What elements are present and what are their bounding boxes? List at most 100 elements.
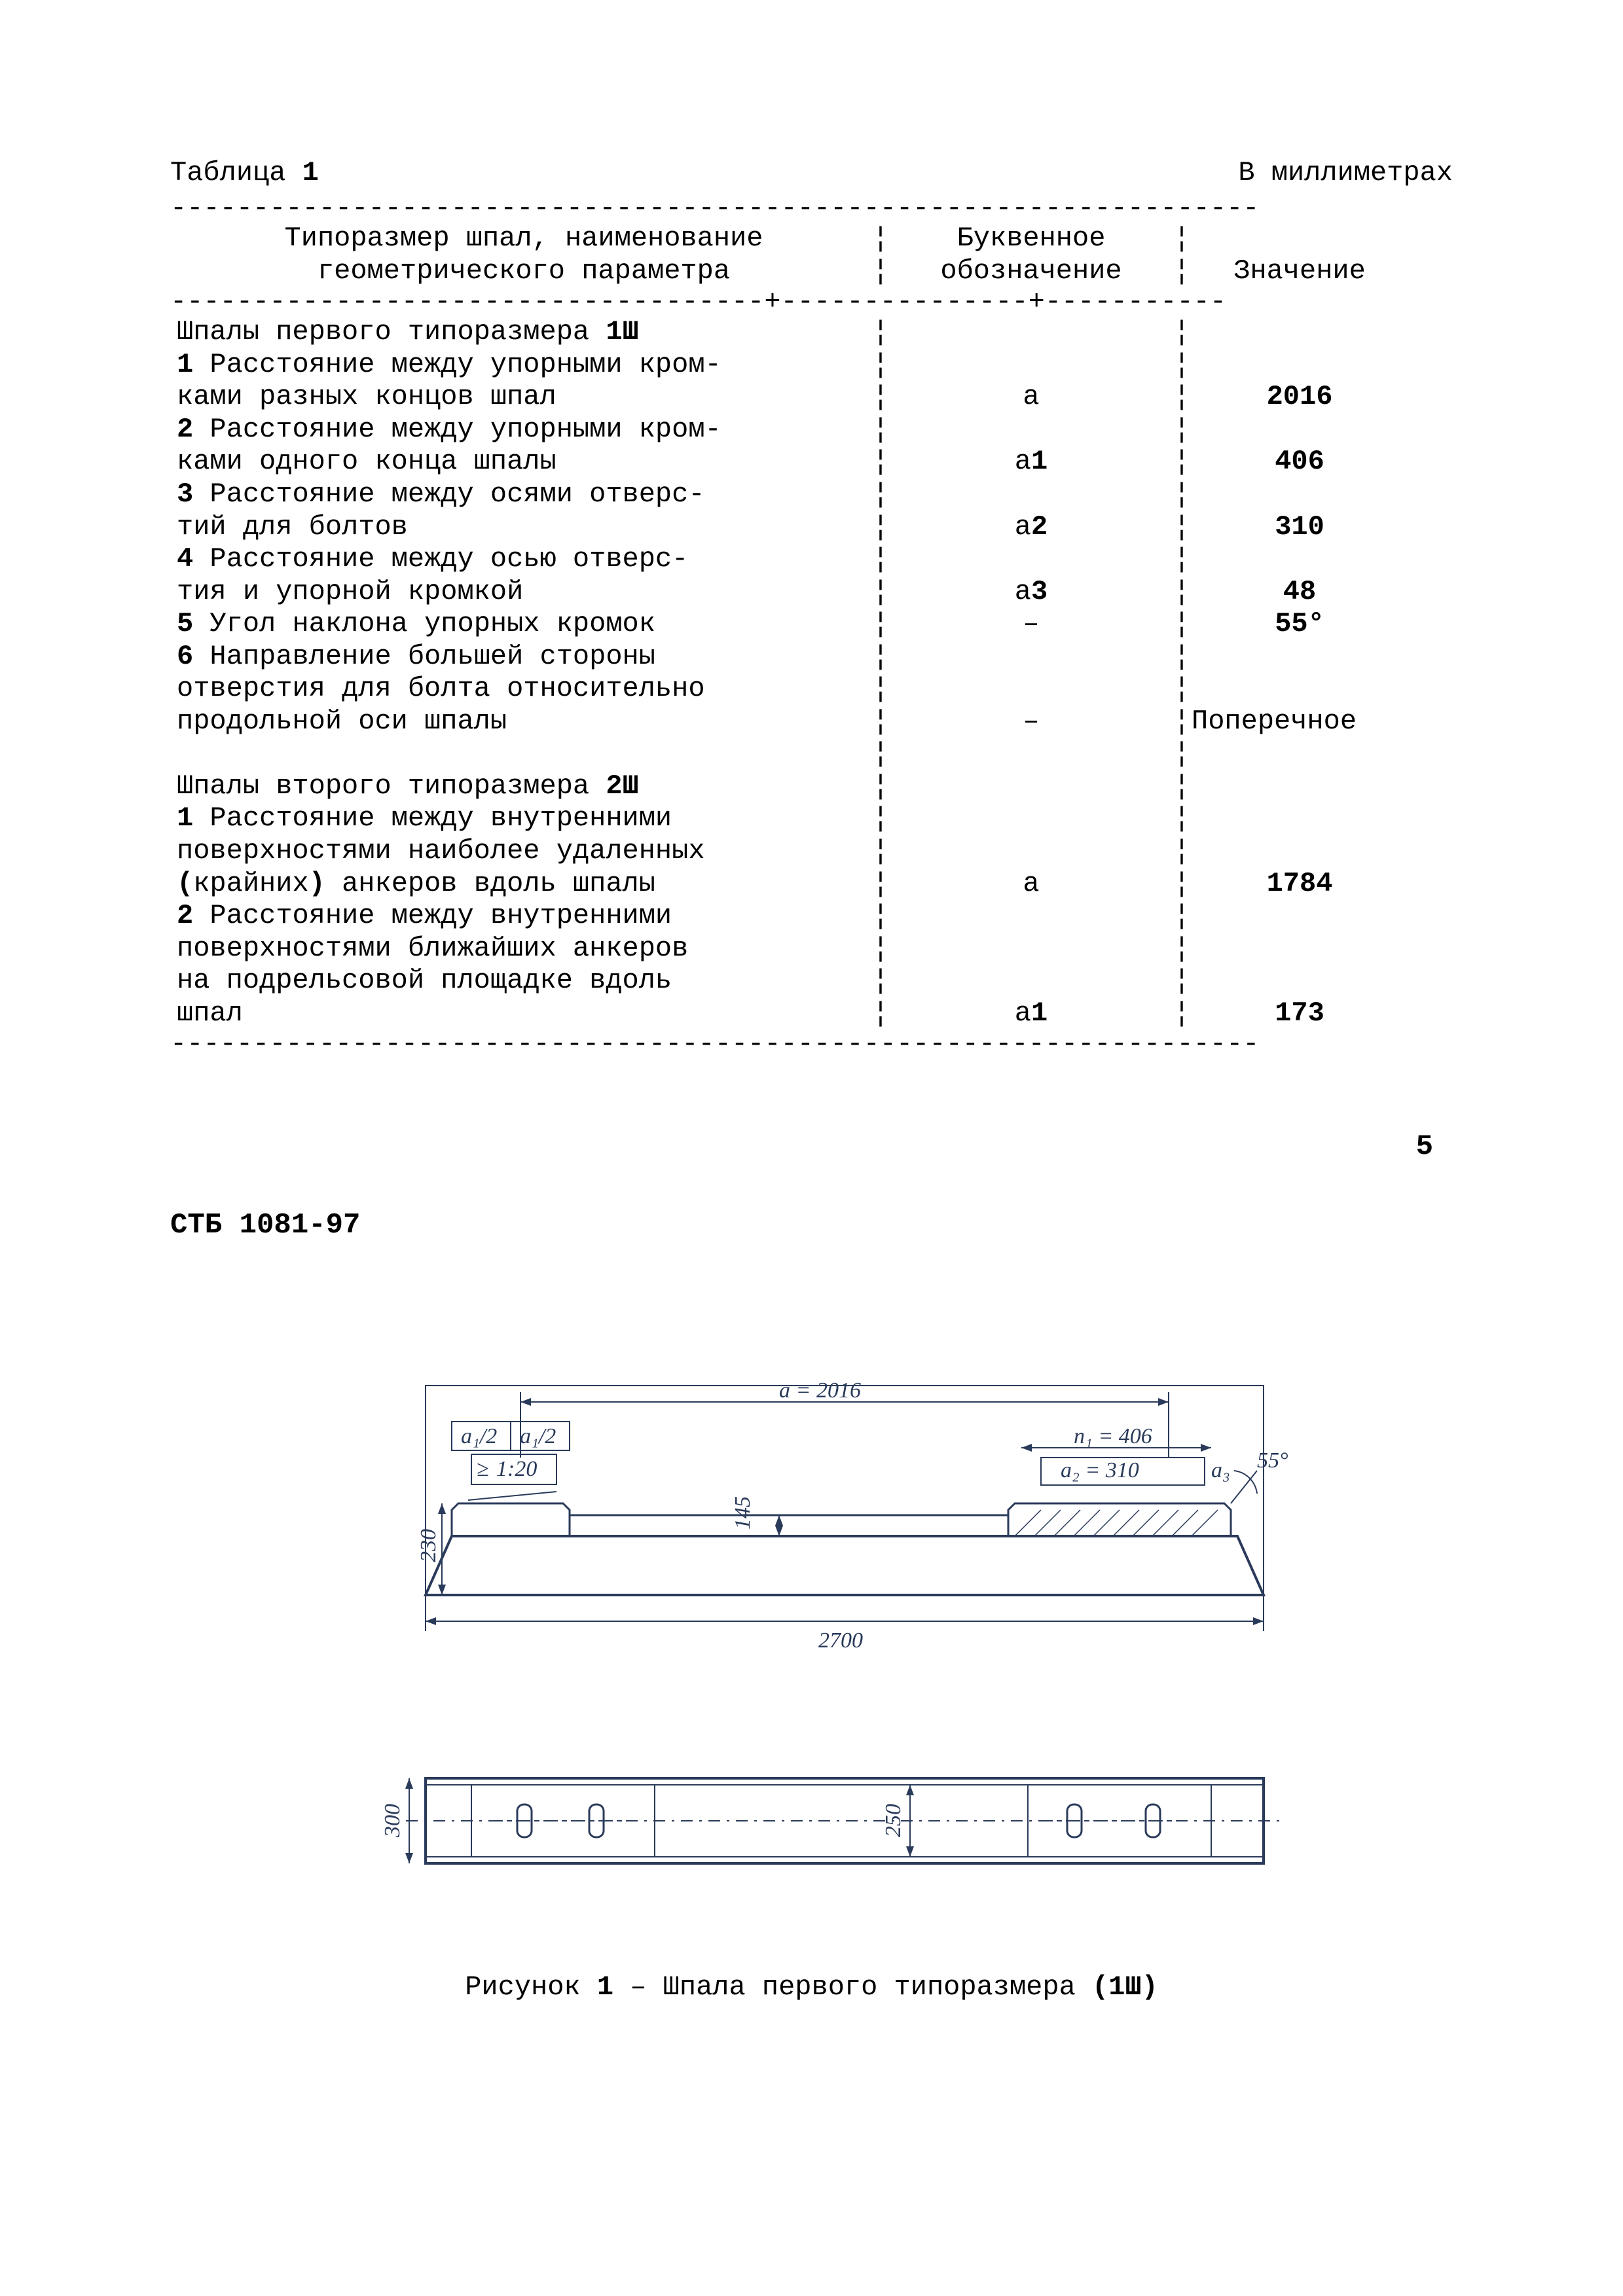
cell-text: продольной оси шпалы	[170, 706, 871, 738]
hr-bottom: ----------------------------------------…	[170, 1030, 1453, 1058]
table-row: поверхностями ближайших анкеров ¦¦	[170, 933, 1453, 965]
cell-text: на подрельсовой площадке вдоль	[170, 965, 871, 997]
dim-230: 230	[416, 1529, 441, 1562]
sym: а	[1015, 446, 1031, 477]
cell-empty	[1192, 933, 1408, 965]
vbar: ¦	[871, 255, 890, 288]
cell-sym: а1	[890, 997, 1172, 1030]
cell-text: (крайних) анкеров вдоль шпалы	[170, 868, 871, 901]
row-text: Расстояние между внутренними	[193, 900, 672, 931]
vbar: ¦	[871, 414, 890, 446]
vbar: ¦	[1172, 543, 1192, 576]
table-title-right: В миллиметрах	[1238, 157, 1453, 188]
table-title-prefix: Таблица	[170, 157, 302, 188]
vbar: ¦	[871, 802, 890, 835]
caption-text: Шпала первого типоразмера	[663, 1971, 1092, 2003]
cell-text: отверстия для болта относительно	[170, 673, 871, 706]
section1-suffix: 1Ш	[606, 316, 638, 348]
vbar: ¦	[1172, 478, 1192, 511]
sym: а	[1023, 381, 1039, 412]
vbar: ¦	[1172, 223, 1192, 255]
row-num: 1	[177, 802, 193, 834]
vbar: ¦	[1172, 511, 1192, 544]
paren: (	[177, 868, 193, 899]
col1-header-b: геометрического параметра	[170, 255, 871, 288]
cell-sym: а2	[890, 511, 1172, 544]
cell-sym: –	[890, 706, 1172, 738]
dim-300: 300	[380, 1804, 405, 1838]
cell-val: 2016	[1192, 381, 1408, 414]
cell-text: 5 Угол наклона упорных кромок	[170, 608, 871, 641]
cell-text: 1 Расстояние между упорными кром-	[170, 349, 871, 382]
dim-55: 55°	[1257, 1448, 1288, 1473]
cell-empty	[890, 933, 1172, 965]
col3-header: Значение	[1192, 255, 1408, 288]
table-row: поверхностями наиболее удаленных ¦¦	[170, 835, 1453, 868]
vbar: ¦	[1172, 414, 1192, 446]
vbar: ¦	[1172, 997, 1192, 1030]
cell-text: поверхностями наиболее удаленных	[170, 835, 871, 868]
cell-sym: а3	[890, 576, 1172, 609]
vbar: ¦	[1172, 255, 1192, 288]
row-text: Направление большей стороны	[193, 641, 655, 672]
section1-title: Шпалы первого типоразмера 1Ш	[170, 316, 871, 349]
row-num: 6	[177, 641, 193, 672]
sym-sub: 1	[1031, 446, 1048, 477]
sym-sub: 2	[1031, 511, 1048, 543]
table-row: тий для болтов ¦ а2 ¦ 310	[170, 511, 1453, 544]
col2-header-a: Буквенное	[890, 223, 1172, 255]
vbar: ¦	[871, 608, 890, 641]
vbar: ¦	[1172, 641, 1192, 673]
cell-empty	[1192, 965, 1408, 997]
vbar: ¦	[871, 316, 890, 349]
figure-svg: a = 2016 a₁/2 a₁/2 ≥ 1:20	[321, 1340, 1303, 1929]
table-row: 3 Расстояние между осями отверс- ¦¦	[170, 478, 1453, 511]
section1-prefix: Шпалы первого типоразмера	[177, 316, 606, 348]
vbar: ¦	[871, 738, 890, 770]
vbar: ¦	[1172, 446, 1192, 478]
cell-empty	[1192, 641, 1408, 673]
dim-250: 250	[881, 1804, 905, 1837]
cell-empty	[1192, 673, 1408, 706]
table-row: ками одного конца шпалы ¦ а1 ¦ 406	[170, 446, 1453, 478]
caption-suffix: (1Ш)	[1092, 1971, 1158, 2003]
table-row: шпал ¦ а1 ¦ 173	[170, 997, 1453, 1030]
row-text: Расстояние между осями отверс-	[193, 478, 704, 510]
table-row: ¦¦	[170, 738, 1453, 770]
vbar: ¦	[871, 900, 890, 933]
vbar: ¦	[1172, 965, 1192, 997]
cell-text: шпал	[170, 997, 871, 1030]
cell-empty	[890, 835, 1172, 868]
dim-2700: 2700	[818, 1628, 863, 1653]
table-row: 2 Расстояние между упорными кром- ¦ ¦	[170, 414, 1453, 446]
cell-sym: а	[890, 381, 1172, 414]
cell-empty	[890, 349, 1172, 382]
table-row: 1 Расстояние между упорными кром- ¦¦	[170, 349, 1453, 382]
col3-header-empty	[1192, 223, 1408, 255]
cell-empty	[890, 414, 1172, 446]
row-num: 5	[177, 608, 193, 639]
cell-text: 2 Расстояние между внутренними	[170, 900, 871, 933]
vbar: ¦	[871, 381, 890, 414]
row-text: анкеров вдоль шпалы	[325, 868, 655, 899]
cell-empty	[1192, 316, 1408, 349]
cell-empty	[890, 543, 1172, 576]
hr-top: ----------------------------------------…	[170, 194, 1453, 223]
cell-empty	[1192, 349, 1408, 382]
table-header-row: Типоразмер шпал, наименование ¦ Буквенно…	[170, 223, 1453, 255]
cell-val: Поперечное	[1192, 706, 1408, 738]
cell-text: 4 Расстояние между осью отверс-	[170, 543, 871, 576]
cell-sym: а	[890, 868, 1172, 901]
cell-text: 2 Расстояние между упорными кром-	[170, 414, 871, 446]
hr-mid: ------------------------------------+---…	[170, 287, 1453, 316]
cell-empty	[1192, 478, 1408, 511]
vbar: ¦	[1172, 933, 1192, 965]
col2-header-b: обозначение	[890, 255, 1172, 288]
row-text: Расстояние между внутренними	[193, 802, 672, 834]
dim-a3: a₃	[1211, 1458, 1230, 1482]
vbar: ¦	[1172, 381, 1192, 414]
cell-text: 3 Расстояние между осями отверс-	[170, 478, 871, 511]
table-title-num: 1	[302, 157, 319, 188]
table-title-row: Таблица 1 В миллиметрах	[170, 157, 1453, 188]
cell-text: тия и упорной кромкой	[170, 576, 871, 609]
